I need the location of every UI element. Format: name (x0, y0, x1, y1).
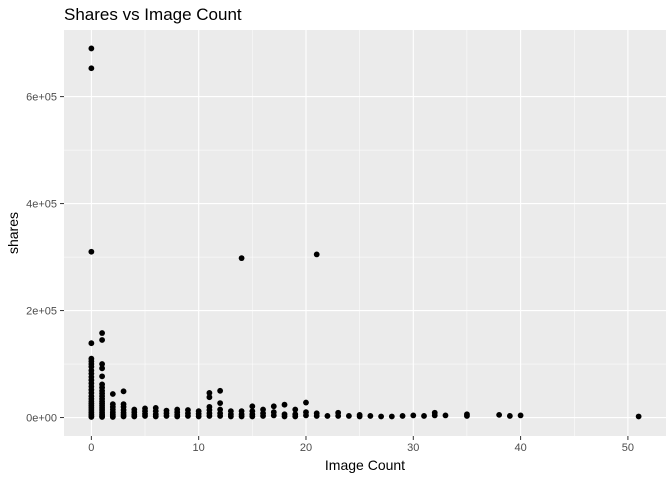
y-tick-label: 2e+05 (26, 306, 57, 318)
data-point (443, 413, 449, 419)
data-point (400, 413, 406, 419)
data-point (335, 413, 341, 419)
data-point (99, 414, 105, 420)
y-tick-label: 6e+05 (26, 92, 57, 104)
data-point (249, 414, 255, 420)
x-tick-label: 40 (514, 442, 526, 454)
data-point (389, 414, 395, 420)
data-point (88, 249, 94, 255)
data-point (228, 414, 234, 420)
data-point (518, 413, 524, 419)
data-point (99, 365, 105, 371)
data-point (217, 388, 223, 394)
y-axis-title: shares (5, 212, 21, 254)
y-axis: 0e+00 2e+05 4e+05 6e+05 (26, 92, 64, 425)
data-point (303, 400, 309, 406)
y-tick-label: 4e+05 (26, 199, 57, 211)
y-tick-label: 0e+00 (26, 413, 57, 425)
data-point (636, 414, 642, 420)
data-point (99, 373, 105, 379)
data-point (282, 402, 288, 408)
data-point (239, 414, 245, 420)
data-point (464, 413, 470, 419)
data-point (378, 414, 384, 420)
data-point (164, 413, 170, 419)
data-point (271, 403, 277, 409)
data-point (496, 412, 502, 418)
data-point (110, 414, 116, 420)
data-point (121, 414, 127, 420)
data-point (99, 337, 105, 343)
data-point (110, 391, 116, 397)
x-tick-label: 20 (300, 442, 312, 454)
data-point (99, 330, 105, 336)
data-point (239, 255, 245, 261)
data-point (142, 413, 148, 419)
data-point (88, 414, 94, 420)
data-point (260, 413, 266, 419)
data-point (410, 413, 416, 419)
data-point (282, 414, 288, 420)
x-axis-title: Image Count (325, 457, 405, 473)
x-tick-label: 50 (622, 442, 634, 454)
data-point (88, 46, 94, 52)
data-point (121, 388, 127, 394)
x-tick-label: 0 (88, 442, 94, 454)
data-point (314, 413, 320, 419)
data-point (217, 400, 223, 406)
data-point (207, 413, 213, 419)
data-point (217, 413, 223, 419)
data-point (507, 413, 513, 419)
data-point (421, 413, 427, 419)
data-point (185, 413, 191, 419)
data-point (88, 65, 94, 71)
x-tick-label: 30 (407, 442, 419, 454)
data-point (325, 413, 331, 419)
data-point (357, 414, 363, 420)
data-point (432, 413, 438, 419)
data-point (174, 414, 180, 420)
data-point (346, 413, 352, 419)
chart-title: Shares vs Image Count (64, 5, 242, 24)
data-point (292, 414, 298, 420)
x-axis: 0 10 20 30 40 50 (88, 436, 634, 454)
data-point (207, 394, 213, 400)
data-point (271, 413, 277, 419)
data-point (303, 413, 309, 419)
x-tick-label: 10 (193, 442, 205, 454)
data-point (131, 414, 137, 420)
data-point (196, 414, 202, 420)
data-point (314, 251, 320, 257)
plot-panel (64, 30, 666, 436)
data-point (88, 340, 94, 346)
data-point (367, 413, 373, 419)
data-point (153, 414, 159, 420)
